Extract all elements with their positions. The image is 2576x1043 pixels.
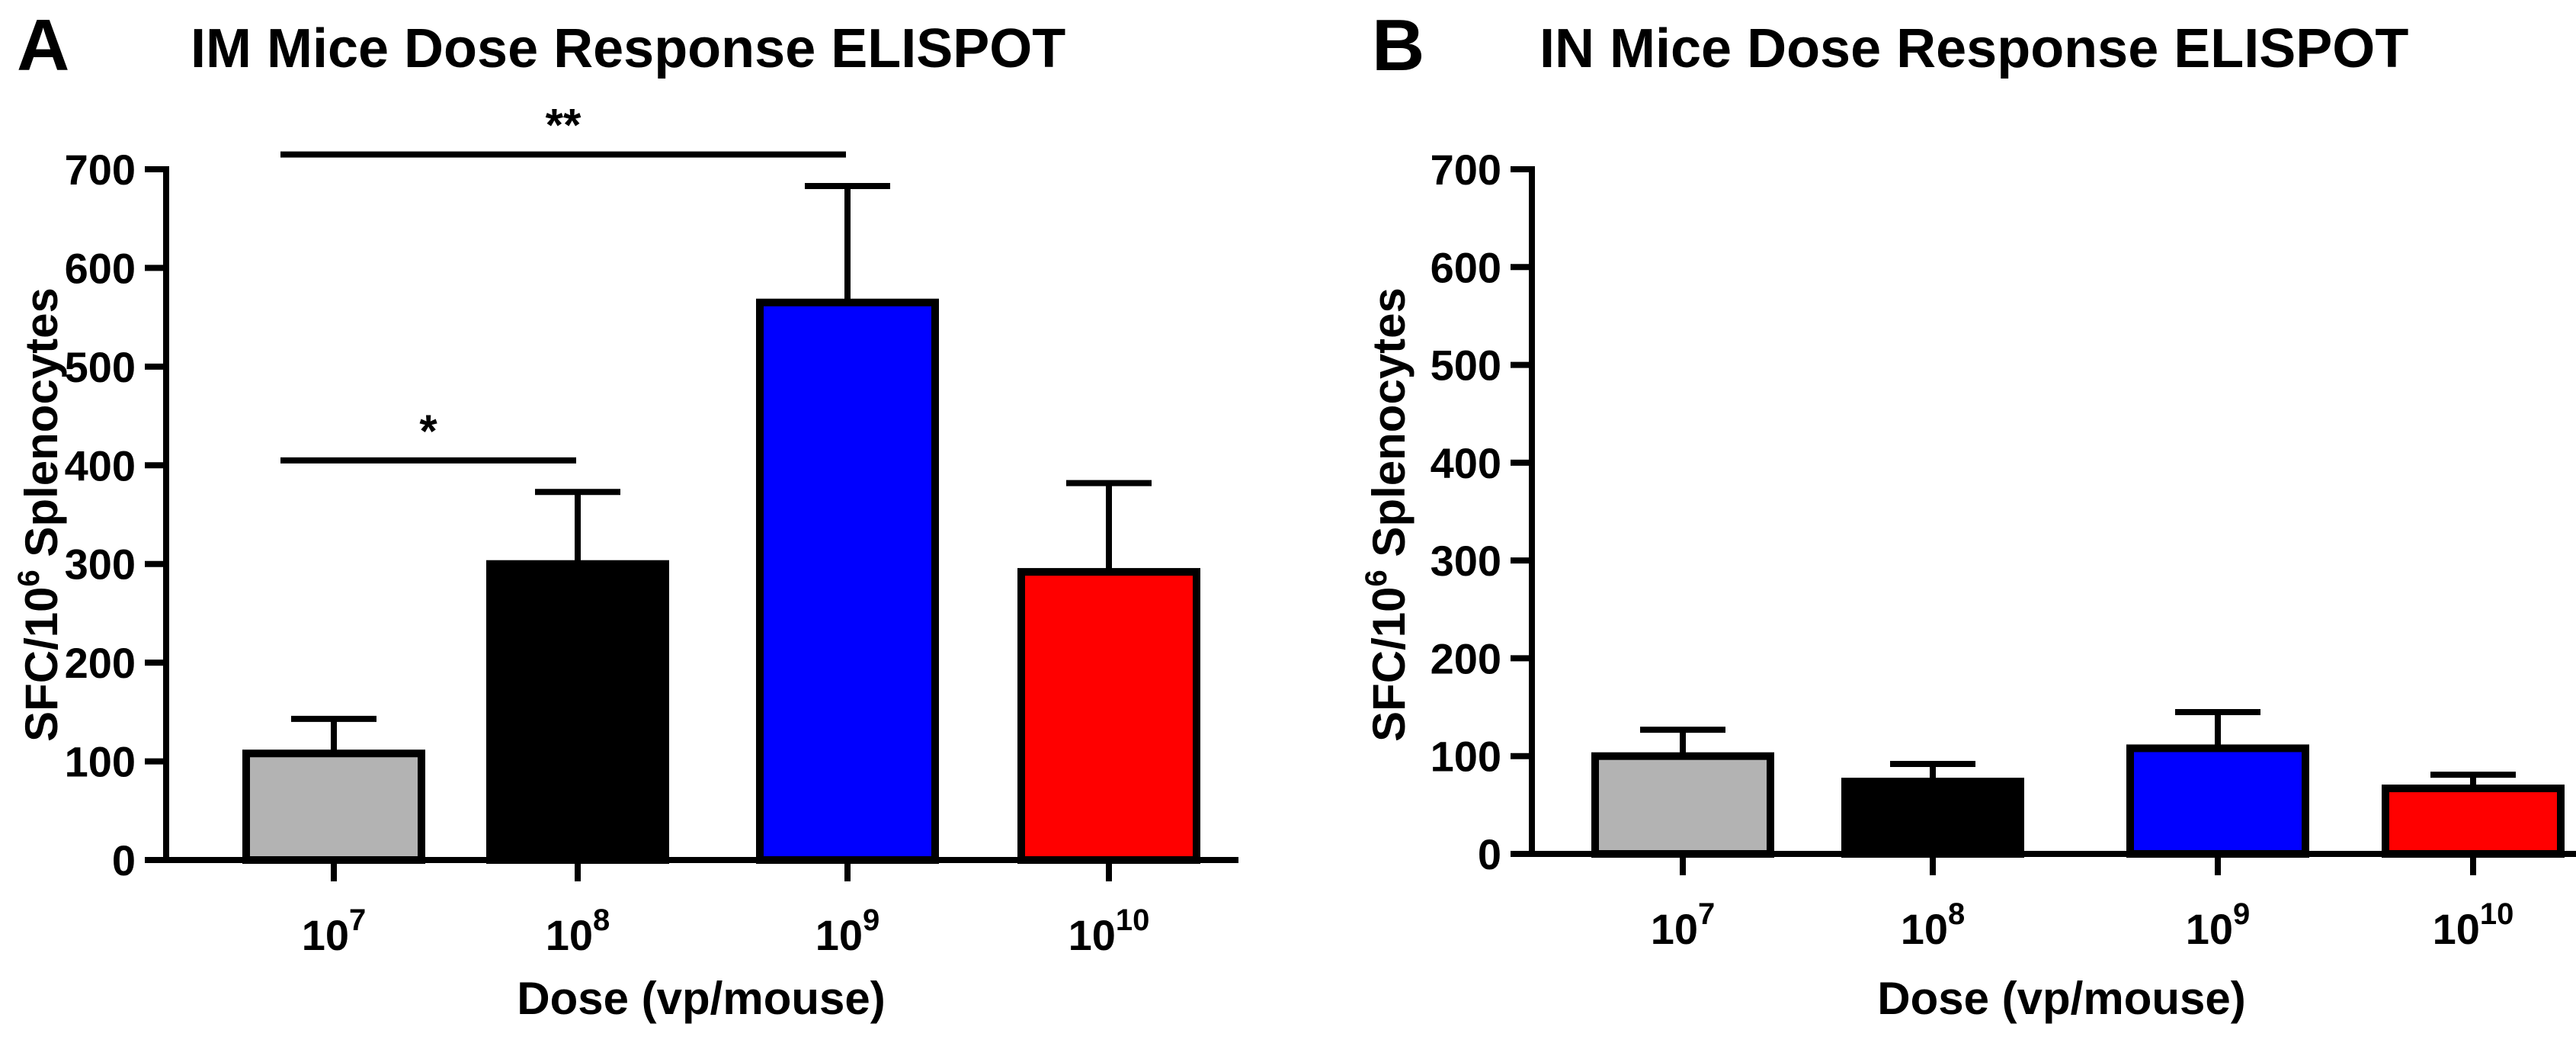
panel-a-y-tick-label: 200 (65, 639, 136, 687)
panel-a-title: IM Mice Dose Response ELISPOT (191, 18, 1065, 79)
panel-a-y-axis-title: SFC/106 Splenocytes (12, 287, 67, 742)
panel-a-bar-1 (486, 560, 669, 864)
panel-b-y-tick-label: 0 (1478, 830, 1501, 878)
panel-a-bar-3 (1017, 568, 1200, 864)
panel-a-y-tick-label: 100 (65, 738, 136, 786)
panel-a-bar-0 (242, 749, 425, 865)
panel-b-bar-1 (1841, 778, 2024, 858)
panel-a-x-axis-title: Dose (vp/mouse) (517, 973, 885, 1024)
panel-b-x-axis-title: Dose (vp/mouse) (1877, 973, 2245, 1024)
panel-a-x-tick-label-2: 109 (815, 903, 880, 959)
panel-a-y-tick-label: 700 (65, 146, 136, 194)
panel-b-y-tick-label: 500 (1431, 342, 1501, 390)
panel-b-letter: B (1372, 5, 1424, 86)
panel-b-bar-3 (2382, 785, 2565, 858)
panel-a-letter: A (17, 5, 69, 86)
panel-b-chart: 0 100 200 300 400 500 600 700 SFC/106 Splenocyte… (1360, 146, 2576, 953)
panel-a-y-tick-label: 600 (65, 244, 136, 292)
panel-a-x-tick-label-3: 1010 (1069, 903, 1150, 959)
panel-b-x-tick-label-2: 109 (2186, 897, 2251, 953)
panel-b-y-tick-label: 700 (1431, 146, 1501, 194)
panel-a-y-tick-label: 500 (65, 343, 136, 391)
panel-a-significance-label-1: ** (546, 100, 582, 151)
panel-b-y-axis-title: SFC/106 Splenocytes (1360, 287, 1415, 742)
panel-b-x-tick-label-3: 1010 (2433, 897, 2514, 953)
panel-a-y-tick-label: 400 (65, 441, 136, 489)
panel-b-x-tick-label-1: 108 (1901, 897, 1966, 953)
panel-b-y-tick-label: 600 (1431, 243, 1501, 291)
panel-b-bar-0 (1591, 752, 1774, 858)
panel-a-y-tick-label: 300 (65, 541, 136, 589)
panel-a-chart: 0 100 200 300 400 500 600 700 SFC/106 Splenocyte… (12, 100, 1238, 959)
panel-b-bar-2 (2126, 744, 2309, 858)
panel-b-y-tick-label: 100 (1431, 733, 1501, 781)
panel-a-x-tick-label-1: 108 (546, 903, 610, 959)
panel-b-y-tick-label: 400 (1431, 439, 1501, 487)
panel-a-y-tick-label: 0 (112, 836, 136, 884)
panel-b-y-tick-label: 300 (1431, 537, 1501, 585)
panel-b-x-tick-label-0: 107 (1651, 897, 1716, 953)
panel-a-x-tick-label-0: 107 (302, 903, 367, 959)
panel-a-significance-label-0: * (419, 406, 437, 457)
panel-a-bar-2 (756, 298, 939, 864)
panel-b-y-tick-label: 200 (1431, 634, 1501, 682)
panel-b-title: IN Mice Dose Response ELISPOT (1540, 18, 2408, 79)
